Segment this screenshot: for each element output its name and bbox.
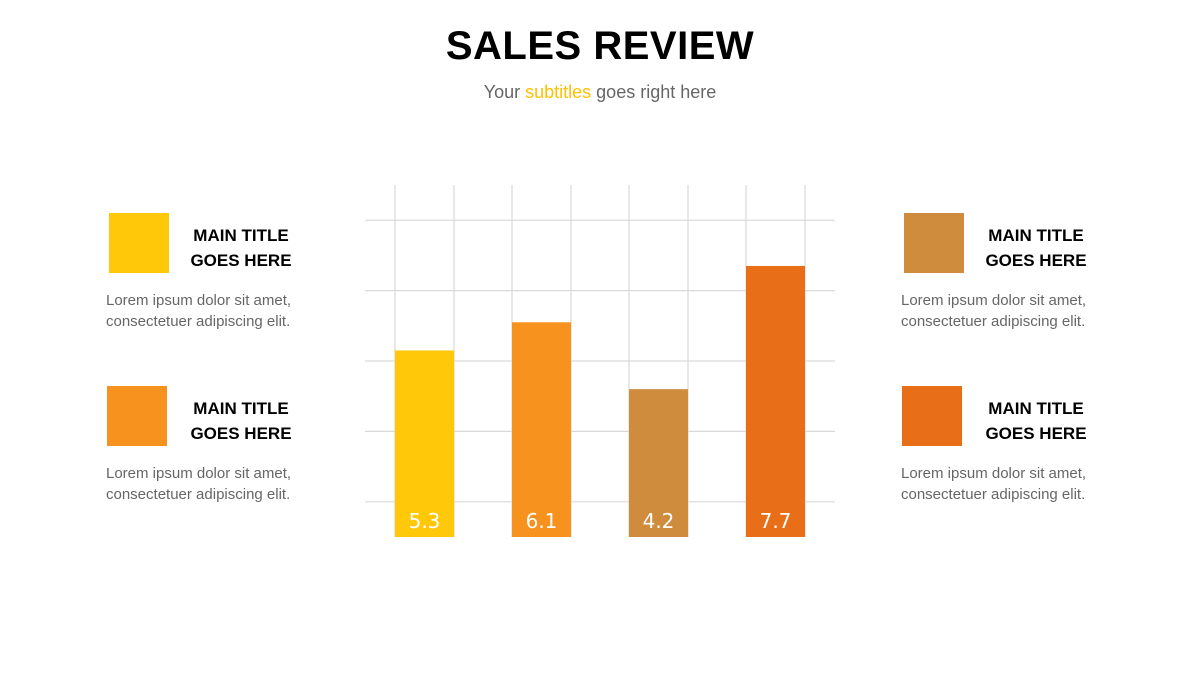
info-box-2: MAIN TITLE GOES HERE Lorem ipsum dolor s… <box>106 385 346 515</box>
color-swatch-1 <box>109 213 169 273</box>
info-title-3: MAIN TITLE GOES HERE <box>985 226 1087 270</box>
info-text-2: Lorem ipsum dolor sit amet, consectetuer… <box>106 465 292 503</box>
bar-value-label-1: 5.3 <box>409 509 441 533</box>
info-text-1: Lorem ipsum dolor sit amet, consectetuer… <box>106 292 292 330</box>
color-swatch-3 <box>904 213 964 273</box>
bar-chart: 5.3 6.1 4.2 7.7 <box>365 185 835 537</box>
subtitle-accent: subtitles <box>525 82 592 102</box>
bar-1 <box>395 350 454 537</box>
bar-4 <box>746 265 805 537</box>
bar-value-label-3: 4.2 <box>643 509 675 533</box>
bar-value-label-2: 6.1 <box>526 509 558 533</box>
subtitle-text-post: goes right here <box>591 82 717 102</box>
bar-3 <box>629 389 688 537</box>
info-box-1: MAIN TITLE GOES HERE Lorem ipsum dolor s… <box>106 212 346 342</box>
info-title-4: MAIN TITLE GOES HERE <box>985 399 1087 443</box>
color-swatch-2 <box>107 386 167 446</box>
info-box-4: MAIN TITLE GOES HERE Lorem ipsum dolor s… <box>901 385 1141 515</box>
subtitle-text-pre: Your <box>483 82 526 102</box>
bar-2 <box>512 322 571 537</box>
info-box-3: MAIN TITLE GOES HERE Lorem ipsum dolor s… <box>901 212 1141 342</box>
info-title-2: MAIN TITLE GOES HERE <box>190 399 292 443</box>
info-title-1: MAIN TITLE GOES HERE <box>190 226 292 270</box>
page-title: SALES REVIEW <box>445 24 755 68</box>
color-swatch-4 <box>902 386 962 446</box>
bar-value-label-4: 7.7 <box>760 509 792 533</box>
info-text-4: Lorem ipsum dolor sit amet, consectetuer… <box>901 465 1087 503</box>
page-subtitle: Your subtitles goes right here <box>0 82 1200 103</box>
bar-chart-svg: 5.3 6.1 4.2 7.7 <box>365 185 835 537</box>
info-text-3: Lorem ipsum dolor sit amet, consectetuer… <box>901 292 1087 330</box>
